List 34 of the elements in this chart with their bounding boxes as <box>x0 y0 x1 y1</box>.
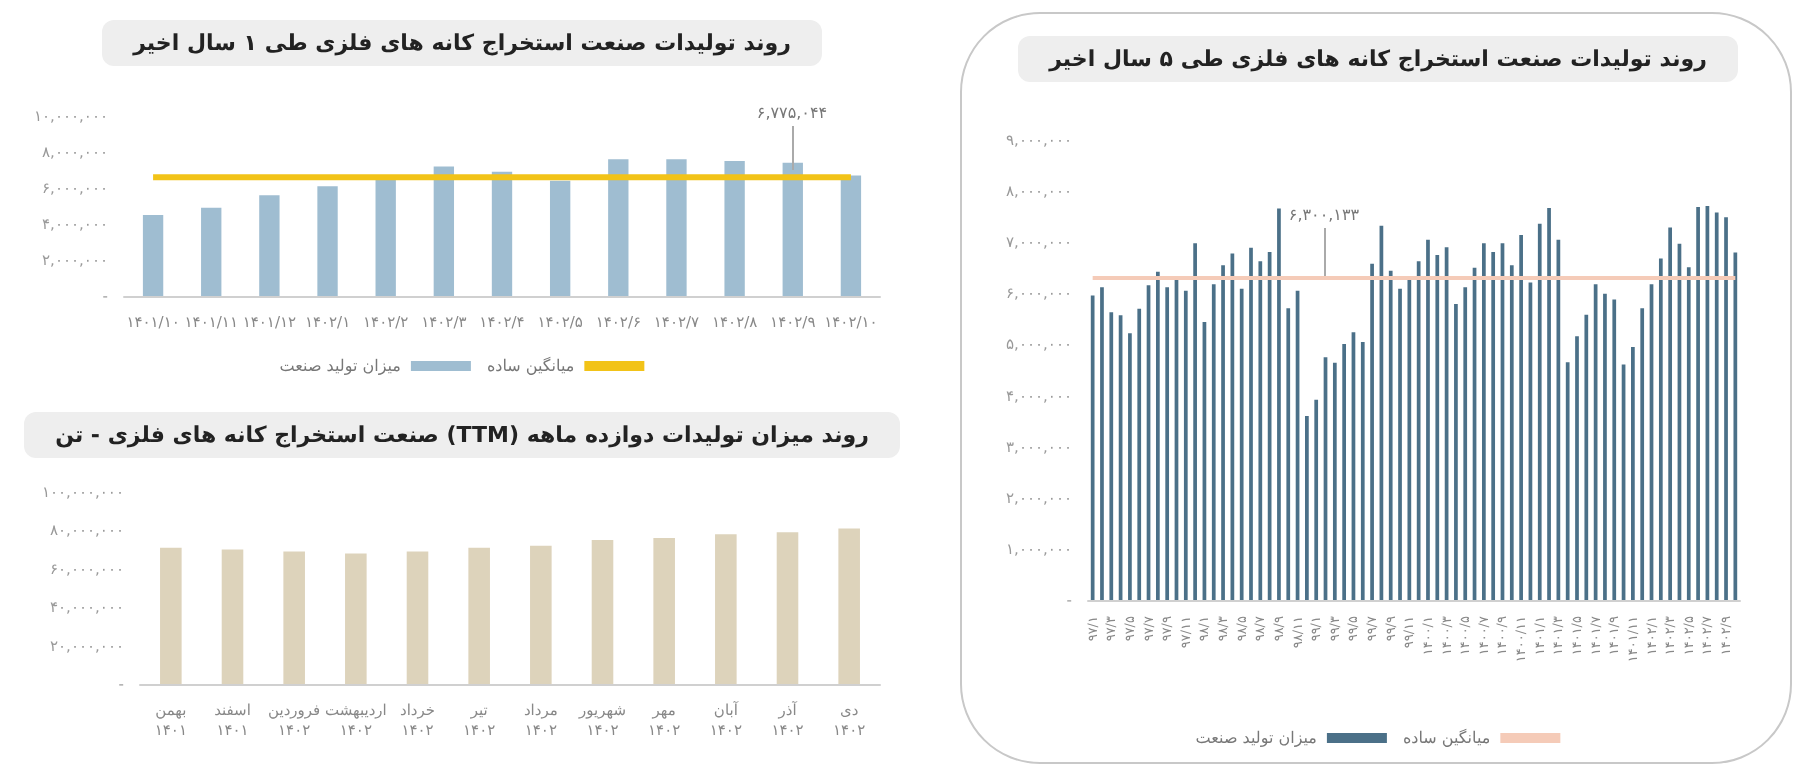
bar <box>375 179 396 296</box>
legend-label: میانگین ساده <box>486 355 575 375</box>
bar <box>608 159 629 296</box>
chart-title: روند میزان تولیدات دوازده ماهه (TTM) صنعت استخراج کانه های فلزی - تن <box>23 412 901 458</box>
bar <box>530 545 552 684</box>
bar <box>838 528 860 684</box>
bar <box>201 207 222 296</box>
bar <box>142 215 164 296</box>
chart-title: روند تولیدات صنعت استخراج کانه های فلزی طی ۵ سال اخیر <box>1017 36 1739 82</box>
chart-title: روند تولیدات صنعت استخراج کانه های فلزی طی ۱ سال اخیر <box>101 20 823 66</box>
bar <box>160 547 182 684</box>
bar <box>591 540 614 684</box>
bar <box>406 551 429 684</box>
bar <box>491 171 513 296</box>
annotation: ۶,۳۰۰,۱۳۳ <box>1286 206 1362 226</box>
bar <box>840 175 862 296</box>
bar <box>666 159 687 296</box>
bar <box>549 180 571 296</box>
bar <box>221 549 244 684</box>
bar <box>715 534 737 684</box>
bar <box>724 161 745 296</box>
bar <box>345 553 367 684</box>
annotation: ۶,۷۷۵,۰۴۴ <box>754 104 830 124</box>
bar <box>776 532 799 684</box>
bar <box>653 538 675 684</box>
bar <box>317 186 338 296</box>
legend-label: میانگین ساده <box>1402 727 1491 747</box>
bar <box>283 551 305 684</box>
bar <box>468 547 490 684</box>
legend-label: میزان تولید صنعت <box>279 357 401 375</box>
bar <box>259 195 280 296</box>
bar <box>433 166 455 296</box>
bar <box>782 162 803 296</box>
legend-label: میزان تولید صنعت <box>1195 729 1317 747</box>
